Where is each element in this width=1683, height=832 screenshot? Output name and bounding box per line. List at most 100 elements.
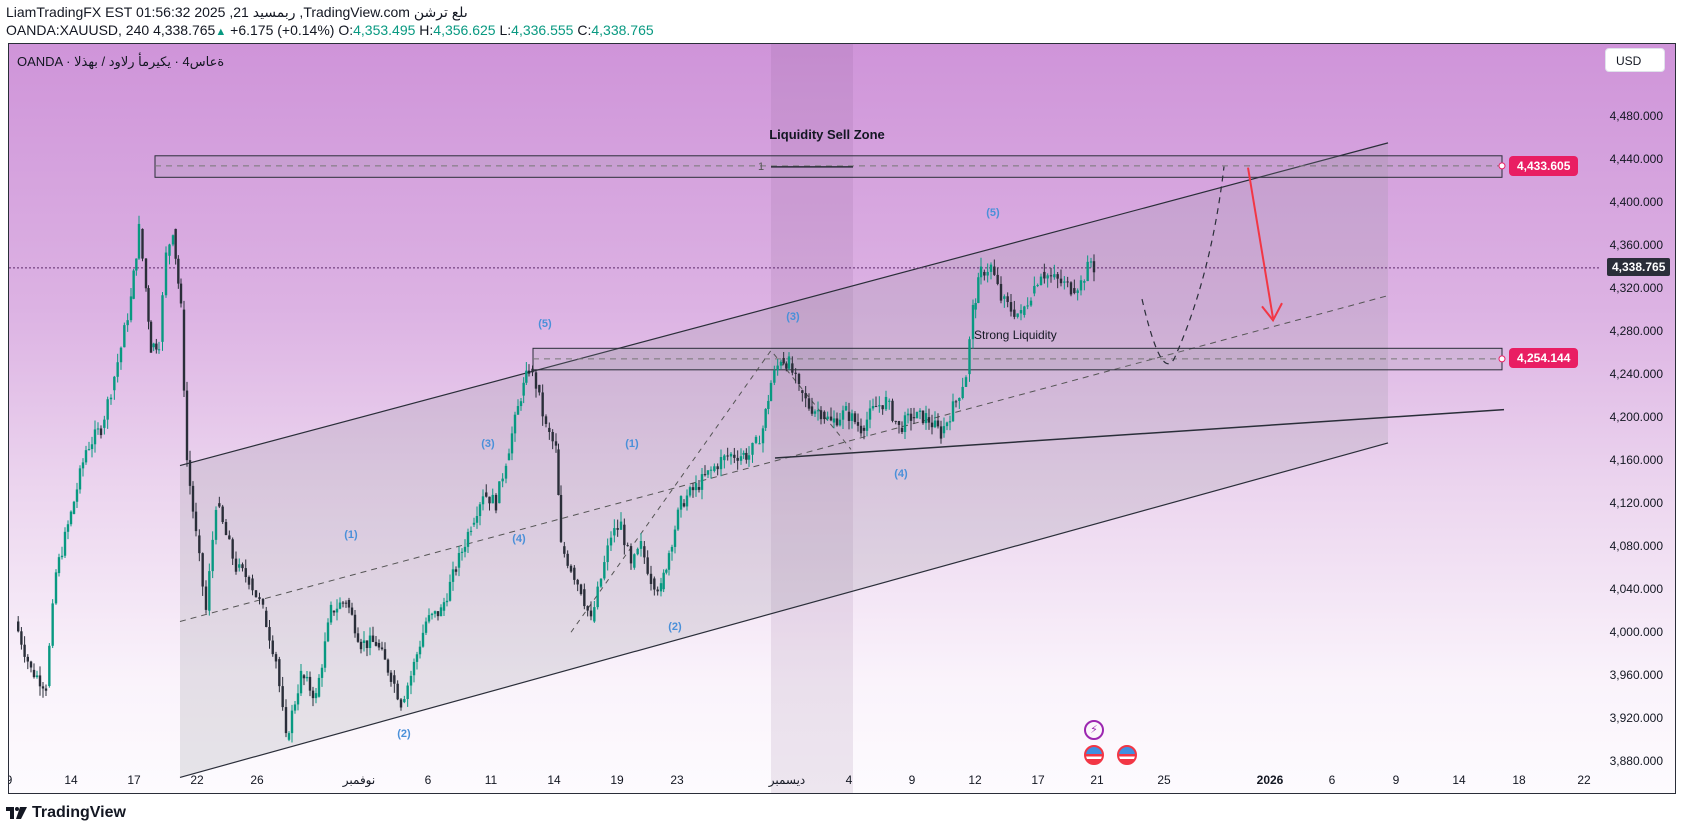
sell-zone-marker: 1 [758,161,764,173]
chart-canvas[interactable]: 1 [9,44,1676,794]
candle-body [964,377,968,387]
candle-body [1053,274,1056,278]
time-tick: نوفمبر [342,773,376,787]
close-value: 4,338.765 [591,22,654,38]
candle-body [198,535,201,554]
lightning-event-icon[interactable]: ⚡ [1084,720,1104,740]
candle-body [335,608,339,613]
candle-body [314,693,318,699]
candle-body [832,418,836,423]
time-tick: 9 [908,773,916,787]
candle-body [557,449,560,495]
candle-body [993,266,996,275]
candle-body [63,531,67,556]
candle-body [670,546,674,552]
candle-body [201,553,204,587]
candle-body [38,675,42,687]
wave-label: (4) [512,532,526,545]
candle-body [168,244,171,256]
candle-body [871,406,875,409]
price-tick: 4,440.000 [1609,152,1663,167]
price-tick: 3,960.000 [1609,668,1663,683]
candle-body [137,223,141,259]
time-tick: 26 [250,773,264,787]
candle-body [769,382,773,401]
candle-body [945,422,949,427]
us-flag-event-icon[interactable] [1117,745,1137,765]
candle-body [271,640,274,655]
symbol-interval[interactable]: OANDA:XAUUSD, 240 [6,22,150,38]
candle-body [208,571,211,611]
candle-body [819,410,823,420]
wave-label: (3) [481,438,495,451]
candle-body [527,370,531,374]
candle-body [679,496,683,510]
candle-body [494,494,498,511]
candle-body [758,443,761,445]
candle-body [1043,271,1046,279]
candle-body [20,631,23,645]
candle-body [548,427,551,432]
candle-body [685,495,689,507]
sell-zone-price-tag[interactable]: 4,433.605 [1509,156,1579,176]
price-tick: 4,400.000 [1609,195,1663,210]
candle-body [75,489,79,502]
candle-body [906,413,910,416]
candle-body [606,545,609,563]
price-tick: 4,000.000 [1609,625,1663,640]
candle-body [713,466,716,471]
candle-body [516,406,520,415]
currency-button[interactable]: USD [1605,48,1665,72]
price-tick: 4,080.000 [1609,539,1663,554]
candle-body [293,704,297,711]
candle-body [761,428,765,444]
candle-body [676,509,680,530]
candle-body [619,521,623,530]
candle-body [241,564,244,569]
candle-body [157,349,161,351]
candle-body [386,659,390,673]
candle-body [177,258,180,284]
candle-body [161,295,164,342]
wave-label: (4) [894,468,908,481]
candle-body [194,511,198,532]
candle-body [888,400,891,402]
candle-body [576,579,579,585]
candle-body [323,641,327,668]
candle-body [912,417,916,419]
time-tick: 17 [127,773,141,787]
candle-body [850,413,854,421]
candle-body [862,427,866,431]
candle-body [308,676,312,691]
strong-liquidity-price-tag[interactable]: 4,254.144 [1509,348,1579,368]
candle-body [380,647,384,650]
candle-body [979,266,983,278]
high-label: H: [419,22,434,38]
candle-body [810,406,814,414]
candle-body [804,393,807,399]
candle-body [716,466,719,470]
publisher-line: LiamTradingFX EST 01:56:32 2025 ,21 ربمس… [6,4,468,20]
candle-body [613,528,616,536]
candle-body [504,465,508,479]
time-tick: 21 [1090,773,1104,787]
candle-body [1006,296,1009,303]
candle-body [884,396,888,410]
time-tick: 19 [610,773,624,787]
candle-body [383,649,387,660]
candle-body [709,469,713,471]
us-flag-event-icon[interactable] [1084,745,1104,765]
chart-pane[interactable]: 1 OANDA · ةعاس4 · يكيرمأ رلاود / بهذلا U… [8,43,1676,794]
candle-body [801,390,804,394]
candle-body [682,503,686,507]
candle-body [751,442,754,455]
candle-body [305,676,309,679]
candle-body [403,699,406,703]
candle-body [1076,290,1079,294]
candle-body [418,646,422,655]
tradingview-logo[interactable]: TradingView [6,804,126,822]
candle-body [41,686,45,689]
candle-body [742,452,745,455]
time-tick: 14 [547,773,561,787]
time-tick: 6 [424,773,432,787]
